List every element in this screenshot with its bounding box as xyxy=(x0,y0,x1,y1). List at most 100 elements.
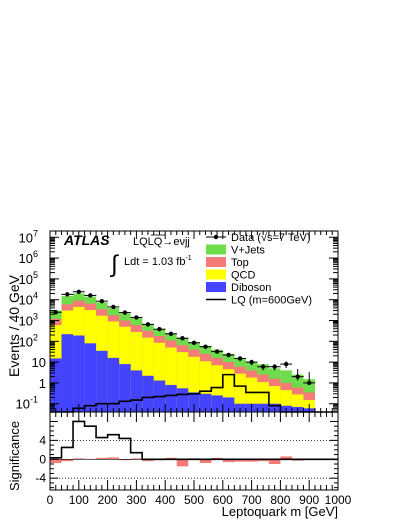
stack-bar-qcd xyxy=(188,356,200,412)
legend-label: LQ (m=600GeV) xyxy=(231,295,312,307)
legend-label: Top xyxy=(231,257,249,269)
stack-bar-diboson xyxy=(73,335,85,412)
significance-bar xyxy=(222,459,235,463)
significance-y-tick-label: -4 xyxy=(35,471,46,485)
main-y-tick-label: 106 xyxy=(19,249,38,266)
data-point xyxy=(214,349,220,354)
significance-bar xyxy=(245,459,258,462)
main-y-tick-label: 104 xyxy=(19,291,38,308)
data-point xyxy=(260,364,266,369)
tick-label-exponent: 5 xyxy=(33,270,38,280)
data-point xyxy=(203,344,208,349)
stack-bar-qcd xyxy=(199,361,212,412)
tick-label-base: 10 xyxy=(19,272,33,287)
main-y-tick-label: 10-1 xyxy=(16,395,38,412)
stack-bar-qcd xyxy=(153,342,166,412)
main-y-tick-label: 107 xyxy=(19,228,38,245)
stack-bar-diboson xyxy=(257,403,269,412)
significance-y-tick-label: 4 xyxy=(39,433,46,447)
significance-bar xyxy=(268,459,281,464)
data-point xyxy=(226,352,231,358)
x-tick-label: 0 xyxy=(47,493,54,507)
data-point xyxy=(307,380,312,386)
data-point xyxy=(122,310,128,315)
atlas-label: ATLAS xyxy=(63,232,110,248)
legend-label: Diboson xyxy=(231,282,271,294)
x-tick-label: 900 xyxy=(299,493,319,507)
legend-label: V+Jets xyxy=(231,245,265,257)
stack-bar-qcd xyxy=(142,337,154,412)
tick-label-exponent: -1 xyxy=(30,395,38,405)
stack-bar-diboson xyxy=(96,350,108,412)
significance-bar xyxy=(199,459,212,464)
x-tick-label: 600 xyxy=(213,493,233,507)
stack-bar-diboson xyxy=(211,395,223,412)
luminosity-label: Ldt = 1.03 fb-1 xyxy=(124,255,192,268)
data-point xyxy=(76,289,82,294)
stack-bar-qcd xyxy=(211,365,223,412)
luminosity-text: Ldt = 1.03 fb xyxy=(124,256,185,268)
data-point xyxy=(88,293,93,298)
stack-bar-qcd xyxy=(234,373,246,412)
stack-bar-diboson xyxy=(176,388,189,412)
stack-bar-diboson xyxy=(50,358,62,412)
data-point xyxy=(283,361,289,367)
channel-label: LQLQ→eνjj xyxy=(133,236,190,248)
x-tick-label: 700 xyxy=(242,493,262,507)
data-point xyxy=(145,322,151,327)
tick-label-base: 10 xyxy=(16,397,30,412)
stack-bar-qcd xyxy=(280,390,292,412)
data-point xyxy=(272,364,277,369)
significance-bar xyxy=(176,459,189,467)
significance-bar xyxy=(107,457,120,460)
tick-label-exponent: 2 xyxy=(33,332,38,342)
data-point xyxy=(180,336,185,341)
main-y-tick-label: 102 xyxy=(19,332,38,349)
stack-bar-qcd xyxy=(165,347,177,412)
significance-y-axis-label: Significance xyxy=(7,421,22,491)
stack-bar-diboson xyxy=(119,364,131,412)
data-point xyxy=(134,315,139,320)
stack-bar-diboson xyxy=(84,343,97,412)
legend-swatch xyxy=(206,244,226,255)
significance-bar xyxy=(50,459,62,464)
x-tick-label: 500 xyxy=(184,493,204,507)
significance-bar xyxy=(119,459,131,461)
significance-bar xyxy=(96,457,108,460)
tick-label-exponent: 7 xyxy=(33,228,38,238)
main-y-tick-label: 105 xyxy=(19,270,38,287)
stack-bar-qcd xyxy=(268,386,281,412)
data-point xyxy=(295,374,300,379)
stack-bar-diboson xyxy=(268,403,281,412)
stack-bar-qcd xyxy=(291,394,304,412)
stack-bar-diboson xyxy=(61,334,74,412)
data-point xyxy=(237,356,243,361)
luminosity-exponent: -1 xyxy=(185,255,191,262)
data-point xyxy=(111,304,116,310)
tick-label-base: 10 xyxy=(19,334,33,349)
significance-bar xyxy=(61,459,74,462)
stack-bar-qcd xyxy=(245,377,258,412)
legend-swatch xyxy=(206,282,226,292)
signal-histogram-line xyxy=(50,373,338,413)
data-point xyxy=(191,340,197,345)
stack-bar-diboson xyxy=(165,384,177,412)
tick-label-base: 10 xyxy=(19,251,33,266)
stack-bar-qcd xyxy=(176,352,189,412)
tick-label-exponent: 6 xyxy=(33,249,38,259)
main-y-tick-label: 103 xyxy=(19,311,38,328)
stack-bar-diboson xyxy=(188,392,200,412)
x-axis-label: Leptoquark m [GeV] xyxy=(222,504,338,519)
tick-label-base: 10 xyxy=(19,293,33,308)
significance-y-tick-label: 0 xyxy=(39,452,46,466)
x-tick-label: 100 xyxy=(69,493,89,507)
tick-label-exponent: 3 xyxy=(33,311,38,321)
tick-label-base: 10 xyxy=(32,355,46,370)
significance-bar xyxy=(130,458,143,460)
stack-bar-diboson xyxy=(130,370,143,412)
main-y-axis-label: Events / 40 GeV xyxy=(6,274,22,377)
x-tick-label: 200 xyxy=(98,493,118,507)
